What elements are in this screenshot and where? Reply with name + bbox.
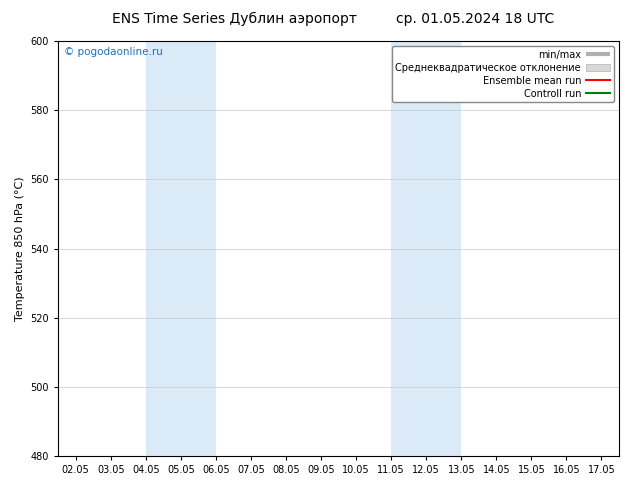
Y-axis label: Temperature 850 hPa (°C): Temperature 850 hPa (°C)	[15, 176, 25, 321]
Bar	[391, 41, 462, 456]
Text: ENS Time Series Дублин аэропорт: ENS Time Series Дублин аэропорт	[112, 12, 357, 26]
Bar	[146, 41, 216, 456]
Text: © pogodaonline.ru: © pogodaonline.ru	[64, 47, 163, 57]
Legend: min/max, Среднеквадратическое отклонение, Ensemble mean run, Controll run: min/max, Среднеквадратическое отклонение…	[392, 46, 614, 102]
Text: ср. 01.05.2024 18 UTC: ср. 01.05.2024 18 UTC	[396, 12, 555, 26]
